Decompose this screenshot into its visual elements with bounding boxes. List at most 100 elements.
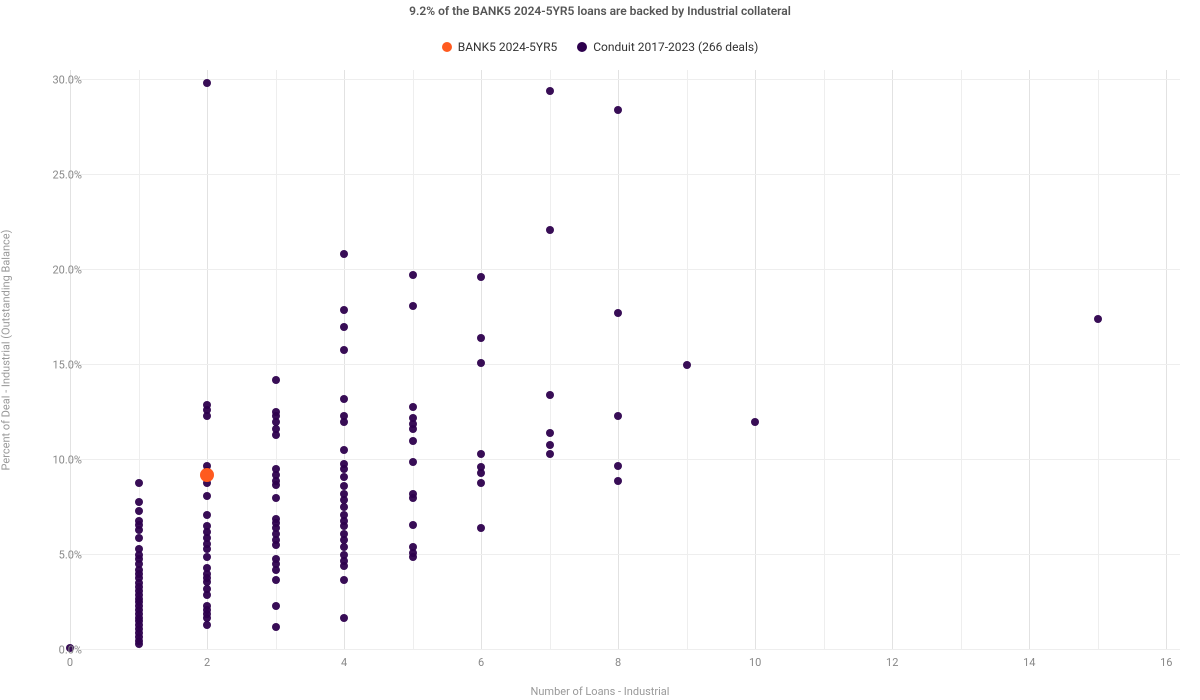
data-point — [340, 511, 348, 519]
data-point — [340, 551, 348, 559]
data-point — [409, 403, 417, 411]
data-point — [614, 412, 622, 420]
data-point — [477, 273, 485, 281]
data-point — [614, 477, 622, 485]
y-tick-label: 20.0% — [52, 263, 82, 276]
data-point — [409, 490, 417, 498]
gridline-horizontal — [70, 79, 1180, 80]
data-point — [409, 302, 417, 310]
data-point — [135, 507, 143, 515]
data-point — [203, 522, 211, 530]
data-point — [340, 530, 348, 538]
x-tick-label: 0 — [67, 656, 73, 669]
data-point — [477, 479, 485, 487]
gridline-horizontal — [70, 269, 1180, 270]
data-point — [272, 602, 280, 610]
data-point — [272, 425, 280, 433]
y-tick-label: 30.0% — [52, 73, 82, 86]
x-tick-label: 16 — [1160, 656, 1172, 669]
x-tick-label: 12 — [886, 656, 898, 669]
data-point — [614, 462, 622, 470]
x-tick-label: 4 — [341, 656, 347, 669]
data-point — [477, 463, 485, 471]
gridline-vertical — [550, 70, 551, 650]
data-point — [1094, 315, 1102, 323]
y-tick-label: 15.0% — [52, 358, 82, 371]
data-point — [409, 271, 417, 279]
data-point — [340, 482, 348, 490]
data-point — [135, 479, 143, 487]
data-point — [340, 412, 348, 420]
y-tick-label: 0.0% — [59, 644, 82, 657]
gridline-horizontal — [70, 459, 1180, 460]
data-point — [272, 576, 280, 584]
x-axis-label: Number of Loans - Industrial — [0, 685, 1200, 698]
data-point — [203, 564, 211, 572]
data-point — [409, 521, 417, 529]
data-point — [340, 346, 348, 354]
data-point — [135, 534, 143, 542]
data-point — [340, 503, 348, 511]
data-point — [546, 441, 554, 449]
data-point — [203, 621, 211, 629]
legend-label: BANK5 2024-5YR5 — [458, 40, 558, 54]
data-point — [272, 515, 280, 523]
data-point — [272, 494, 280, 502]
data-point — [203, 602, 211, 610]
y-tick-label: 10.0% — [52, 453, 82, 466]
data-point — [614, 309, 622, 317]
data-point — [340, 460, 348, 468]
data-point — [409, 414, 417, 422]
data-point — [751, 418, 759, 426]
chart-legend: BANK5 2024-5YR5 Conduit 2017-2023 (266 de… — [0, 40, 1200, 55]
data-point — [614, 106, 622, 114]
gridline-vertical — [413, 70, 414, 650]
legend-item: Conduit 2017-2023 (266 deals) — [577, 40, 758, 54]
x-tick-label: 6 — [478, 656, 484, 669]
data-point — [135, 517, 143, 525]
data-point — [477, 359, 485, 367]
gridline-horizontal — [70, 554, 1180, 555]
gridline-horizontal — [70, 174, 1180, 175]
data-point — [683, 361, 691, 369]
x-tick-label: 8 — [615, 656, 621, 669]
gridline-vertical — [1029, 70, 1030, 650]
chart-title: 9.2% of the BANK5 2024-5YR5 loans are ba… — [0, 4, 1200, 18]
data-point — [546, 450, 554, 458]
gridline-vertical — [755, 70, 756, 650]
gridline-vertical — [961, 70, 962, 650]
data-point — [135, 545, 143, 553]
gridline-vertical — [892, 70, 893, 650]
data-point — [272, 376, 280, 384]
data-point — [546, 87, 554, 95]
gridline-horizontal — [70, 364, 1180, 365]
gridline-vertical — [207, 70, 208, 650]
legend-swatch — [442, 42, 452, 52]
gridline-vertical — [1098, 70, 1099, 650]
data-point — [409, 543, 417, 551]
data-point — [340, 323, 348, 331]
data-point — [203, 585, 211, 593]
data-point — [340, 306, 348, 314]
data-point — [203, 79, 211, 87]
data-point — [340, 490, 348, 498]
data-point — [546, 429, 554, 437]
data-point — [409, 437, 417, 445]
data-point — [203, 401, 211, 409]
data-point — [203, 492, 211, 500]
data-point — [340, 250, 348, 258]
data-point — [340, 576, 348, 584]
x-tick-label: 14 — [1023, 656, 1035, 669]
gridline-vertical — [618, 70, 619, 650]
data-point — [135, 498, 143, 506]
data-point — [340, 446, 348, 454]
data-point — [203, 511, 211, 519]
data-point — [272, 465, 280, 473]
legend-item: BANK5 2024-5YR5 — [442, 40, 558, 54]
data-point — [340, 543, 348, 551]
y-tick-label: 25.0% — [52, 168, 82, 181]
data-point — [272, 408, 280, 416]
data-point — [340, 473, 348, 481]
data-point — [477, 334, 485, 342]
data-point — [272, 555, 280, 563]
